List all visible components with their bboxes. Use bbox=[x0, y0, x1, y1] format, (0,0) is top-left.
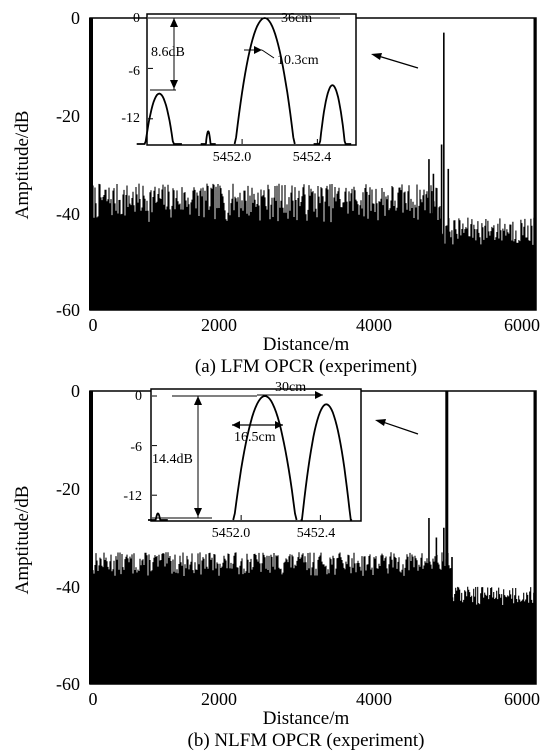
inset-frame-b bbox=[150, 388, 362, 522]
inset-lobe-1-small bbox=[148, 512, 168, 521]
xtick-label-a-3: 6000 bbox=[504, 315, 540, 335]
ytick-label-b-1: -20 bbox=[56, 479, 80, 499]
inset-xtick-a-1: 5452.4 bbox=[293, 150, 332, 165]
x-axis-label-b: Distance/m bbox=[263, 708, 350, 729]
main-series-b bbox=[89, 391, 537, 684]
inset-ytick-b-1: -6 bbox=[130, 440, 142, 455]
inset-ytick-a-2: -12 bbox=[121, 111, 140, 126]
caption-b: (b) NLFM OPCR (experiment) bbox=[188, 730, 425, 751]
inset-arrow-width-b bbox=[315, 391, 323, 399]
y-axis-label-b: Amptitude/dB bbox=[12, 486, 33, 595]
ytick-label-a-2: -40 bbox=[56, 204, 80, 224]
ytick-label-a-1: -20 bbox=[56, 106, 80, 126]
inset-xtick-a-0: 5452.0 bbox=[213, 150, 252, 165]
ytick-label-b-3: -60 bbox=[56, 674, 80, 694]
inset-series-b bbox=[148, 395, 353, 521]
inset-arrow-lobe-right-a bbox=[254, 46, 262, 54]
caption-a: (a) LFM OPCR (experiment) bbox=[195, 356, 417, 377]
inset-arrow-lobe-right-b bbox=[275, 421, 283, 429]
pointer-arrowhead-a bbox=[371, 53, 382, 60]
ytick-label-a-3: -60 bbox=[56, 300, 80, 320]
inset-ytick-a-0: 0 bbox=[133, 11, 140, 26]
annotation-b-1: 14.4dB bbox=[152, 452, 193, 467]
inset-ytick-a-1: -6 bbox=[128, 64, 140, 79]
inset-ytick-b-0: 0 bbox=[135, 389, 142, 404]
inset-arrow-lobe-left-b bbox=[232, 421, 240, 429]
xtick-label-a-2: 4000 bbox=[356, 315, 392, 335]
inset-lobe-0-left bbox=[136, 92, 182, 145]
inset-lobe-0-small bbox=[200, 130, 216, 145]
noise-floor-0 bbox=[89, 183, 537, 310]
annotation-a-0: 36cm bbox=[281, 11, 312, 26]
annotation-b-0: 30cm bbox=[275, 380, 306, 395]
y-axis-label-a: Amptitude/dB bbox=[12, 111, 33, 220]
inset-arrow-dB-down-a bbox=[170, 80, 178, 89]
panel-a: 0 -20 -40 -60 0 2000 4000 6000 Distance/… bbox=[12, 8, 540, 377]
inset-xtick-b-1: 5452.4 bbox=[297, 526, 336, 541]
main-series-a bbox=[89, 18, 537, 310]
inset-frame-a bbox=[146, 13, 357, 146]
xtick-label-b-2: 4000 bbox=[356, 689, 392, 709]
annotation-a-2: 10.3cm bbox=[277, 53, 319, 68]
xtick-label-a-0: 0 bbox=[89, 315, 98, 335]
inset-lobe-1-main bbox=[232, 395, 298, 521]
annotation-a-1: 8.6dB bbox=[151, 45, 185, 60]
panel-b: 0 -20 -40 -60 0 2000 4000 6000 Distance/… bbox=[12, 380, 540, 751]
inset-xtick-b-0: 5452.0 bbox=[212, 526, 251, 541]
ytick-label-b-0: 0 bbox=[71, 381, 80, 401]
noise-floor-1 bbox=[89, 552, 537, 684]
xtick-label-b-0: 0 bbox=[89, 689, 98, 709]
xtick-label-b-3: 6000 bbox=[504, 689, 540, 709]
inset-leader-lobe-a bbox=[261, 49, 275, 59]
ytick-label-a-0: 0 bbox=[71, 8, 80, 28]
x-axis-label-a: Distance/m bbox=[263, 334, 350, 355]
inset-arrow-dB-down-b bbox=[194, 508, 202, 517]
annotation-b-2: 16.5cm bbox=[234, 430, 276, 445]
inset-ytick-b-2: -12 bbox=[123, 489, 142, 504]
pointer-arrowhead-b bbox=[375, 419, 386, 426]
inset-arrow-dB-up-a bbox=[170, 18, 178, 27]
pointer-arrow-a bbox=[374, 54, 419, 69]
inset-lobe-0-second bbox=[313, 84, 352, 145]
xtick-label-b-1: 2000 bbox=[201, 689, 237, 709]
ytick-label-b-2: -40 bbox=[56, 577, 80, 597]
xtick-label-a-1: 2000 bbox=[201, 315, 237, 335]
pointer-arrow-b bbox=[379, 420, 419, 435]
inset-lobe-1-second bbox=[300, 403, 353, 521]
inset-arrow-dB-up-b bbox=[194, 396, 202, 405]
